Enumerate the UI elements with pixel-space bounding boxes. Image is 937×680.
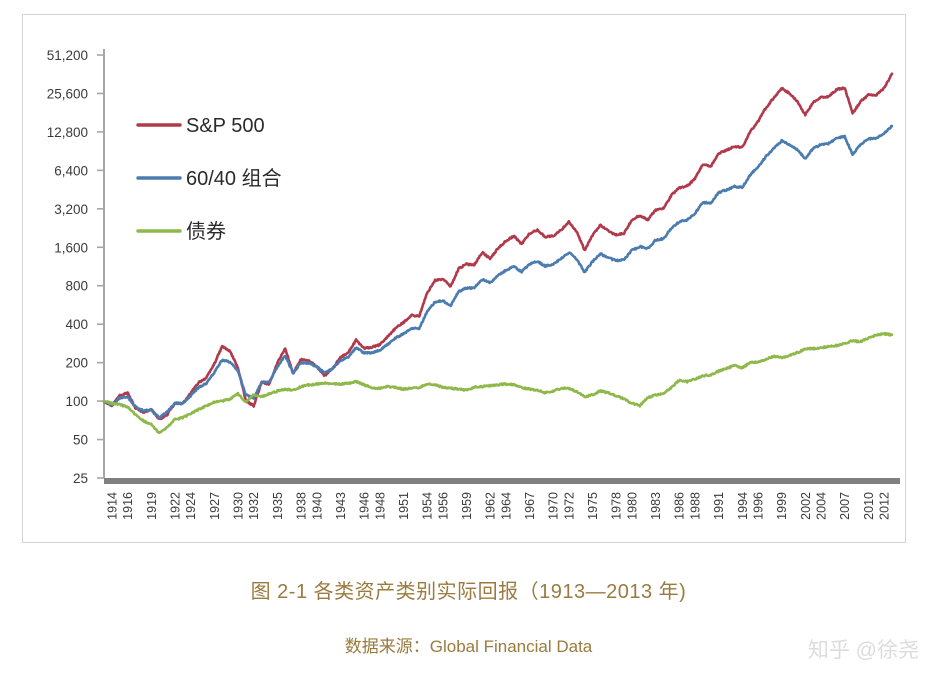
x-tick-label: 1954 xyxy=(421,492,435,520)
caption-block: 图 2-1 各类资产类别实际回报（1913—2013 年) 数据来源：Globa… xyxy=(0,575,937,657)
x-tick-label: 2010 xyxy=(862,492,876,520)
x-tick-label: 1970 xyxy=(547,492,561,520)
x-tick-label: 1994 xyxy=(736,492,750,520)
y-tick-label: 12,800 xyxy=(47,125,88,140)
x-tick-label: 1927 xyxy=(208,492,222,520)
x-tick-label: 2007 xyxy=(838,492,852,520)
x-tick-label: 1996 xyxy=(752,492,766,520)
y-tick-label: 200 xyxy=(65,356,88,371)
x-tick-label: 1986 xyxy=(673,492,687,520)
x-tick-label: 1962 xyxy=(484,492,498,520)
y-tick-label: 51,200 xyxy=(47,48,88,63)
y-tick-label: 25,600 xyxy=(47,86,88,101)
y-tick-label: 800 xyxy=(65,279,88,294)
x-tick-label: 1972 xyxy=(562,492,576,520)
series-line-bonds xyxy=(102,331,894,434)
x-tick-label: 1938 xyxy=(295,492,309,520)
x-tick-label: 1980 xyxy=(626,492,640,520)
x-tick-label: 1922 xyxy=(168,492,182,520)
x-tick-label: 1978 xyxy=(610,492,624,520)
x-tick-label: 1935 xyxy=(271,492,285,520)
x-tick-label: 2012 xyxy=(878,492,892,520)
y-tick-label: 400 xyxy=(65,317,88,332)
x-tick-label: 1956 xyxy=(436,492,450,520)
x-tick-label: 1991 xyxy=(712,492,726,520)
x-tick-label: 2002 xyxy=(799,492,813,520)
legend-label-1: 60/40 组合 xyxy=(186,167,282,190)
x-tick-label: 2004 xyxy=(815,492,829,520)
chart-frame: 51,200 25,600 12,800 6,400 3,200 1,600 800 400 2… xyxy=(22,14,906,543)
x-tick-label: 1988 xyxy=(689,492,703,520)
y-tick-label: 50 xyxy=(73,433,88,448)
x-tick-label: 1999 xyxy=(775,492,789,520)
figure-caption-source: 数据来源：Global Financial Data xyxy=(344,637,593,656)
x-tick-label: 1940 xyxy=(310,492,324,520)
x-tick-label: 1959 xyxy=(460,492,474,520)
x-tick-label: 1930 xyxy=(232,492,246,520)
watermark: 知乎 @徐尧 xyxy=(807,639,919,662)
y-tick-label: 3,200 xyxy=(54,202,88,217)
series-line-sp500 xyxy=(102,72,894,421)
y-tick-label: 100 xyxy=(65,394,88,409)
x-tick-label: 1919 xyxy=(145,492,159,520)
x-tick-label: 1916 xyxy=(121,492,135,520)
x-tick-label: 1975 xyxy=(586,492,600,520)
legend-label-0: S&P 500 xyxy=(186,115,265,137)
x-tick-label: 1914 xyxy=(105,492,119,520)
y-tick-label: 25 xyxy=(73,471,88,486)
x-tick-label: 1932 xyxy=(247,492,261,520)
x-tick-label: 1983 xyxy=(649,492,663,520)
x-tick-label: 1946 xyxy=(358,492,372,520)
x-tick-label: 1964 xyxy=(499,492,513,520)
x-tick-label: 1967 xyxy=(523,492,537,520)
y-tick-label: 6,400 xyxy=(54,163,88,178)
figure-caption-title: 图 2-1 各类资产类别实际回报（1913—2013 年) xyxy=(250,581,687,603)
y-tick-label: 1,600 xyxy=(54,240,88,255)
x-tick-label: 1951 xyxy=(397,492,411,520)
x-tick-label: 1943 xyxy=(334,492,348,520)
x-tick-label: 1948 xyxy=(373,492,387,520)
line-chart: 51,200 25,600 12,800 6,400 3,200 1,600 800 400 2… xyxy=(47,48,900,520)
series-line-portfolio6040 xyxy=(102,124,894,420)
x-tick-label: 1924 xyxy=(184,492,198,520)
legend-label-2: 债券 xyxy=(186,220,226,243)
